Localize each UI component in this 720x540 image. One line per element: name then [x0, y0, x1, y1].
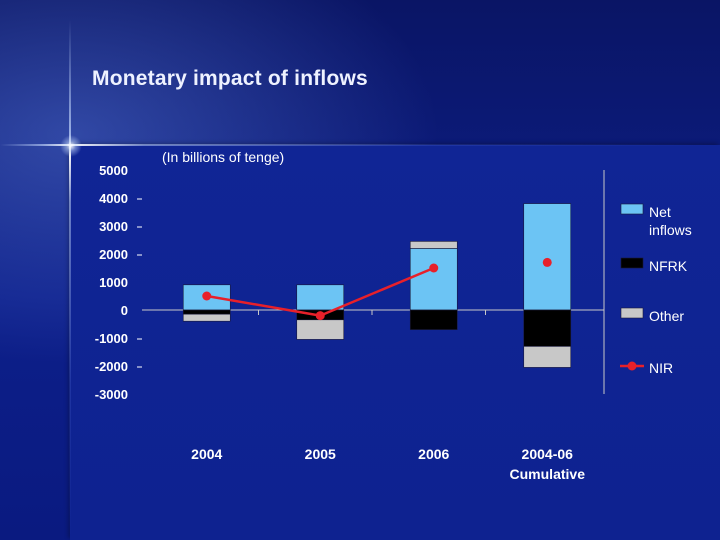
slide-title: Monetary impact of inflows [92, 67, 368, 90]
legend-label: NFRK [649, 258, 688, 274]
y-tick-label: 5000 [99, 163, 128, 178]
x-tick-label: 2004 [191, 446, 222, 462]
series-line-nir [206, 294, 321, 317]
bar-nfrk [523, 309, 572, 347]
legend-label: Other [649, 308, 684, 324]
y-tick-label: 1000 [99, 275, 128, 290]
light-flare-horizontal [0, 144, 720, 146]
bar-other [523, 346, 572, 368]
legend-label: inflows [649, 222, 692, 238]
y-tick-label: -3000 [95, 387, 128, 402]
legend-swatch [620, 257, 644, 269]
y-tick-label: 2000 [99, 247, 128, 262]
light-flare-star [60, 135, 82, 157]
bar-nfrk [409, 309, 458, 330]
y-tick-label: 0 [121, 303, 128, 318]
bar-net-inflows [523, 203, 572, 311]
legend-label: Net [649, 204, 671, 220]
bar-net-inflows [296, 284, 345, 311]
series-line-nir [319, 266, 435, 317]
bar-other [409, 241, 458, 249]
y-tick-label: 3000 [99, 219, 128, 234]
y-tick-label: -2000 [95, 359, 128, 374]
point-nir [542, 257, 552, 267]
bar-other [296, 319, 345, 340]
point-nir [429, 263, 439, 273]
legend-marker [627, 361, 637, 371]
chart-subtitle: (In billions of tenge) [162, 149, 285, 165]
x-tick-label: 2004-06 [522, 446, 574, 462]
chart-panel [70, 145, 720, 540]
x-tick-label: 2006 [418, 446, 449, 462]
point-nir [315, 311, 325, 321]
bar-nfrk [182, 309, 231, 315]
light-flare-vertical [69, 20, 71, 540]
x-tick-label: Cumulative [510, 466, 586, 482]
legend-label: NIR [649, 360, 673, 376]
point-nir [202, 291, 212, 301]
legend-swatch [620, 203, 644, 215]
legend-swatch [620, 307, 644, 319]
bar-net-inflows [409, 248, 458, 311]
bar-other [182, 313, 231, 322]
y-tick-label: 4000 [99, 191, 128, 206]
y-tick-label: -1000 [95, 331, 128, 346]
x-tick-label: 2005 [305, 446, 336, 462]
